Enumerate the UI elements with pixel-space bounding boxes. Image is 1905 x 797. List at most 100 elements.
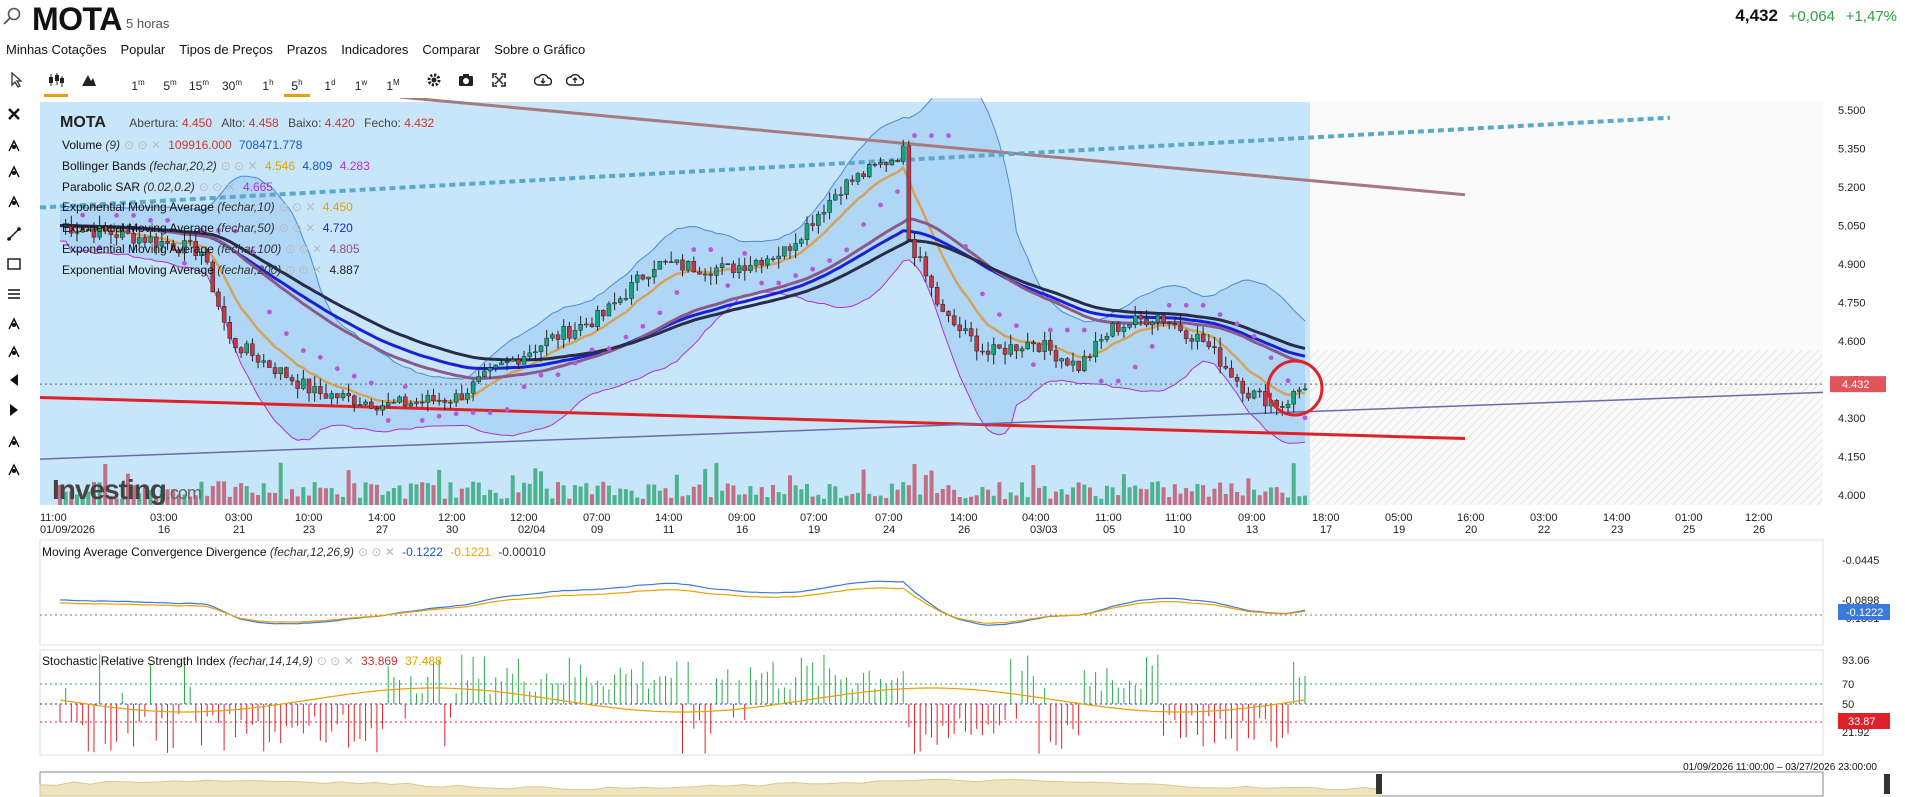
indicator-legend-6[interactable]: Exponential Moving Average (fechar,200) ⊙…	[62, 263, 364, 277]
indicator-settings-icon[interactable]: ⊙ ⊙ ✕	[278, 221, 316, 235]
timeframe-1m[interactable]: 1m	[125, 72, 151, 94]
candle-body	[646, 276, 651, 280]
volume-bar	[148, 490, 153, 505]
price-axis-label: 4.300	[1838, 413, 1866, 425]
cloud-download-icon[interactable]	[532, 72, 554, 94]
candle-body	[187, 240, 193, 242]
eraser-icon[interactable]	[6, 344, 26, 364]
volume-bar	[516, 492, 521, 505]
sar-dot	[980, 291, 985, 297]
candle-body	[1025, 341, 1030, 350]
fullscreen-icon[interactable]	[488, 72, 510, 94]
copy-icon[interactable]	[6, 194, 26, 214]
mountain-chart-icon[interactable]	[78, 72, 100, 94]
cloud-upload-icon[interactable]	[564, 72, 586, 94]
indicator-legend-5[interactable]: Exponential Moving Average (fechar,100) ⊙…	[62, 242, 364, 256]
arrow-right-icon[interactable]	[6, 402, 26, 422]
indicator-settings-icon[interactable]: ⊙ ⊙ ✕	[316, 654, 354, 668]
indicator-settings-icon[interactable]: ⊙ ⊙ ✕	[285, 242, 323, 256]
candle-body	[765, 258, 770, 266]
indicator-settings-icon[interactable]: ⊙ ⊙ ✕	[285, 263, 323, 277]
indicator-legend-2[interactable]: Parabolic SAR (0.02,0.2) ⊙ ⊙ ✕ 4.665	[62, 180, 277, 194]
volume-bar	[935, 493, 940, 505]
time-axis-date: 02/04	[518, 524, 546, 536]
indicator-legend-4[interactable]: Exponential Moving Average (fechar,50) ⊙ …	[62, 221, 357, 235]
stoch-tag: 33.87	[1848, 716, 1876, 728]
chart-area[interactable]: 5.500 5.350 5.200 5.050 4.900 4.750 4.600 4.450…	[0, 98, 1905, 797]
lines-icon[interactable]	[6, 286, 26, 306]
time-axis-label: 14:00	[1603, 512, 1631, 524]
volume-bar	[544, 488, 549, 505]
timeframe-5h[interactable]: 5h	[284, 72, 310, 97]
indicator-settings-icon[interactable]: ⊙ ⊙ ✕	[220, 159, 258, 173]
magnet-icon[interactable]	[6, 316, 26, 336]
price-change: +0,064	[1788, 8, 1835, 25]
menu-item-1[interactable]: Popular	[120, 42, 166, 57]
timeframe-15m[interactable]: 15m	[186, 72, 212, 94]
indicator-legend-3[interactable]: Exponential Moving Average (fechar,10) ⊙ …	[62, 200, 357, 214]
zoom-icon[interactable]	[6, 462, 26, 482]
candle-body	[69, 225, 74, 234]
menu-item-3[interactable]: Prazos	[286, 42, 328, 57]
timeframe-30m[interactable]: 30m	[219, 72, 245, 94]
indicator-value: 4.805	[329, 242, 360, 256]
resistance-trendline	[399, 98, 1466, 197]
indicator-params: (fechar,14,14,9)	[228, 654, 313, 668]
sar-dot	[419, 418, 425, 423]
menu-item-4[interactable]: Indicadores	[341, 42, 409, 57]
measure-icon[interactable]	[6, 434, 26, 454]
sar-dot	[1013, 323, 1019, 329]
rectangle-icon[interactable]	[6, 256, 26, 276]
timeframe-1w[interactable]: 1w	[348, 72, 374, 94]
lower-channel-line	[39, 391, 1824, 460]
candle-body	[697, 271, 702, 275]
volume-bar	[635, 497, 640, 505]
indicator-settings-icon[interactable]: ⊙ ⊙ ✕	[124, 138, 161, 152]
menu-item-0[interactable]: Minhas Cotações	[6, 42, 107, 57]
timeframe-1d[interactable]: 1d	[317, 72, 343, 94]
stoch-legend[interactable]: Stochastic Relative Strength Index (fech…	[42, 654, 446, 668]
menu-item-5[interactable]: Comparar	[422, 42, 481, 57]
sar-dot	[487, 410, 493, 416]
sar-dot	[1200, 302, 1206, 308]
sar-dot	[1098, 378, 1104, 384]
candle-body	[165, 241, 170, 244]
timeframe-5m[interactable]: 5m	[157, 72, 183, 94]
gear-icon[interactable]	[423, 72, 445, 94]
arrow-left-icon[interactable]	[6, 372, 26, 392]
volume-bar	[957, 497, 962, 505]
search-icon[interactable]	[2, 6, 22, 26]
volume-bar	[969, 496, 974, 505]
drawing-tools	[0, 100, 36, 500]
trendline-icon[interactable]	[6, 226, 26, 246]
volume-bar	[1127, 487, 1132, 505]
volume-bar	[1065, 494, 1070, 505]
timeframe-1M[interactable]: 1M	[380, 72, 406, 94]
candle-body	[1172, 323, 1178, 326]
camera-icon[interactable]	[455, 72, 477, 94]
fibonacci-icon[interactable]	[6, 164, 26, 184]
volume-bar	[952, 489, 957, 505]
volume-bar	[584, 483, 589, 505]
indicator-settings-icon[interactable]: ⊙ ⊙ ✕	[357, 545, 395, 559]
volume-bar	[227, 496, 232, 505]
timeframe-1h[interactable]: 1h	[255, 72, 281, 94]
cursor-icon[interactable]	[6, 71, 28, 94]
time-axis-label: 03:00	[150, 512, 178, 524]
menu-item-2[interactable]: Tipos de Preços	[179, 42, 273, 57]
volume-bar	[278, 462, 283, 505]
indicator-legend-0[interactable]: Volume (9) ⊙ ⊙ ✕ 109916.000 708471.778	[62, 138, 306, 152]
indicator-settings-icon[interactable]: ⊙ ⊙ ✕	[278, 200, 316, 214]
close-icon[interactable]	[6, 106, 26, 126]
menu-item-6[interactable]: Sobre o Gráfico	[494, 42, 586, 57]
time-axis-label: 12:00	[1745, 512, 1773, 524]
macd-legend[interactable]: Moving Average Convergence Divergence (f…	[42, 545, 550, 559]
indicator-name: Volume	[62, 138, 103, 152]
volume-bar	[1218, 482, 1223, 505]
indicator-settings-icon[interactable]: ⊙ ⊙ ✕	[198, 180, 236, 194]
candlestick-icon[interactable]	[44, 72, 68, 97]
brush-icon[interactable]	[6, 138, 26, 158]
candle-body	[714, 267, 719, 276]
indicator-legend-1[interactable]: Bollinger Bands (fechar,20,2) ⊙ ⊙ ✕ 4.546…	[62, 159, 374, 173]
volume-bar	[821, 498, 826, 505]
